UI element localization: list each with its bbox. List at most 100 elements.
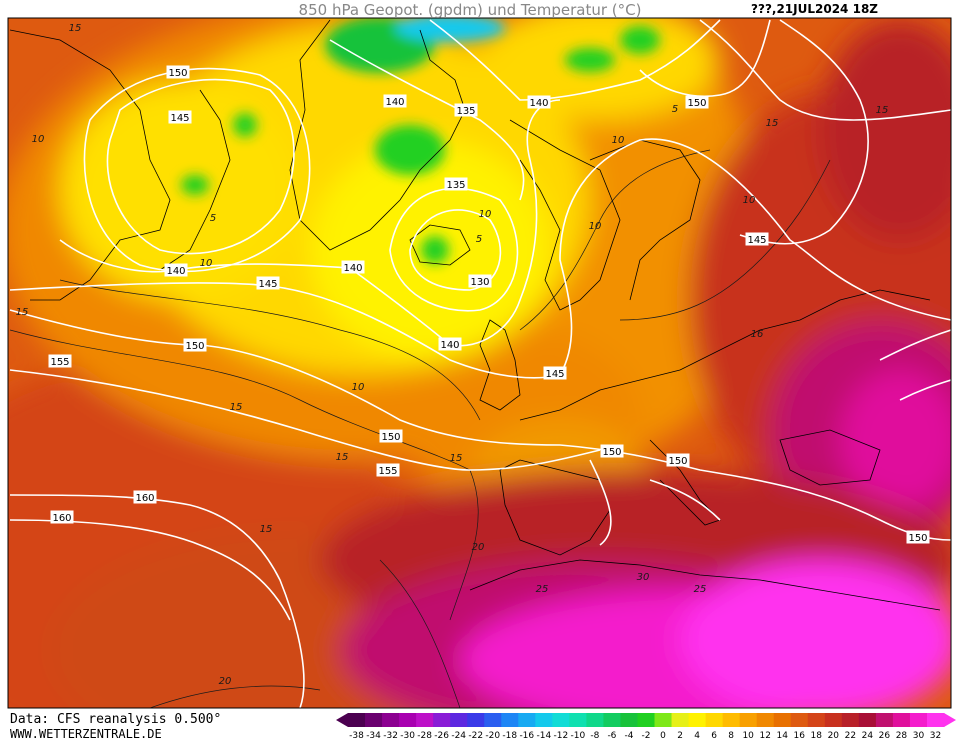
geopotential-label-russia: 145 xyxy=(745,232,769,246)
scale-swatch xyxy=(926,713,945,727)
geopotential-label-text: 145 xyxy=(170,113,189,124)
temperature-label-svalbard: 5 xyxy=(672,104,678,115)
geopotential-label-text: 150 xyxy=(185,341,204,352)
scale-swatch xyxy=(586,713,604,727)
scale-tick-label: -12 xyxy=(554,731,569,741)
geopotential-label-text: 160 xyxy=(135,493,154,504)
geopotential-label-atlantic-far-west: 155 xyxy=(48,354,72,368)
scale-tick-label: 8 xyxy=(728,731,734,741)
geopotential-label-iceland-south: 130 xyxy=(468,274,492,288)
geopotential-label-text: 140 xyxy=(343,263,362,274)
coastlines xyxy=(9,19,941,611)
geopotential-label-bg xyxy=(543,366,567,380)
geopotential-label-bg xyxy=(168,110,192,124)
scale-swatch xyxy=(756,713,775,727)
geopotential-label-bg xyxy=(468,274,492,288)
geopotential-label-text: 140 xyxy=(529,98,548,109)
geopotential-label-azores: 155 xyxy=(376,463,400,477)
scale-tick-label: -4 xyxy=(624,731,633,741)
temperature-label-iceland: 5 xyxy=(476,234,482,245)
scale-tick-label: -18 xyxy=(502,731,517,741)
scale-swatch xyxy=(484,713,502,727)
scale-tick-label: -2 xyxy=(642,731,651,741)
scale-tick-label: 12 xyxy=(759,731,770,741)
scale-swatch xyxy=(807,713,826,727)
geopotential-label-text: 150 xyxy=(668,456,687,467)
temperature-label-russia-east: 15 xyxy=(766,118,779,129)
scale-swatch xyxy=(824,713,843,727)
geopotential-label-middle-east: 150 xyxy=(906,530,930,544)
scale-swatch xyxy=(501,713,519,727)
scale-swatch xyxy=(875,713,894,727)
geopotential-label-subtropics-far-west: 160 xyxy=(50,510,74,524)
geopotential-label-text: 150 xyxy=(381,432,400,443)
temperature-label-finland: 10 xyxy=(612,135,625,146)
scale-swatch xyxy=(416,713,434,727)
geopotential-label-text: 140 xyxy=(440,340,459,351)
geopotential-label-text: 155 xyxy=(50,357,69,368)
geopotential-label-alps: 150 xyxy=(600,444,624,458)
scale-swatch xyxy=(518,713,536,727)
geopotential-label-bg xyxy=(906,530,930,544)
scale-tick-label: -28 xyxy=(417,731,432,741)
scale-tick-label: -34 xyxy=(366,731,381,741)
geopotential-label-bg xyxy=(50,510,74,524)
temperature-label-bay: 15 xyxy=(450,453,463,464)
geopotential-label-text: 150 xyxy=(168,68,187,79)
isotherms xyxy=(9,149,831,708)
geopotential-label-bg xyxy=(527,95,551,109)
geopotential-label-text: 135 xyxy=(446,180,465,191)
temperature-label-greenland-west: 10 xyxy=(32,134,45,145)
geopotential-label-bg xyxy=(444,177,468,191)
geopotential-label-text: 160 xyxy=(52,513,71,524)
geopotential-label-bg xyxy=(745,232,769,246)
scale-swatch xyxy=(552,713,570,727)
scale-tick-label: 26 xyxy=(879,731,891,741)
scale-swatch xyxy=(705,713,724,727)
scale-tick-label: -38 xyxy=(349,731,364,741)
scale-swatch xyxy=(603,713,621,727)
temperature-label-atlantic-central: 15 xyxy=(336,452,349,463)
scale-tick-label: 18 xyxy=(811,731,823,741)
temperature-label-biscay: 15 xyxy=(230,402,243,413)
scale-swatch xyxy=(382,713,400,727)
scale-swatch xyxy=(909,713,928,727)
temperature-label-iceland-east: 10 xyxy=(479,209,492,220)
geopotential-label-greenland-east: 135 xyxy=(454,103,478,117)
scale-tick-label: -16 xyxy=(519,731,534,741)
scale-tick-label: 4 xyxy=(694,731,700,741)
geopotential-label-subtropics-west: 160 xyxy=(133,490,157,504)
chart-title: 850 hPa Geopot. (gpdm) und Temperatur (°… xyxy=(299,1,642,19)
scale-tick-label: 32 xyxy=(930,731,941,741)
temperature-label-west-top: 15 xyxy=(69,23,82,34)
temperature-label-urals: 15 xyxy=(876,105,889,116)
geopotential-label-greenland-west: 150 xyxy=(166,65,190,79)
scale-tick-label: 16 xyxy=(794,731,806,741)
geopotential-label-text: 140 xyxy=(166,266,185,277)
scale-right-arrow xyxy=(944,713,956,727)
scale-swatch xyxy=(637,713,656,727)
scale-tick-label: -20 xyxy=(485,731,500,741)
geopotential-label-bg xyxy=(183,338,207,352)
scale-tick-label: -6 xyxy=(607,731,616,741)
geopotential-label-bg xyxy=(454,103,478,117)
scale-tick-label: -24 xyxy=(451,731,466,741)
geopotential-label-text: 145 xyxy=(258,279,277,290)
scale-tick-label: -26 xyxy=(434,731,449,741)
scale-tick-label: 10 xyxy=(742,731,754,741)
temperature-label-iberia: 20 xyxy=(472,542,485,553)
scale-swatch xyxy=(722,713,741,727)
geopotential-label-svalbard: 140 xyxy=(527,95,551,109)
geopotential-label-bg xyxy=(600,444,624,458)
geopotential-label-bg xyxy=(48,354,72,368)
temperature-label-libya: 25 xyxy=(694,584,707,595)
geopotential-label-labrador: 140 xyxy=(164,263,188,277)
geopotential-label-bg xyxy=(685,95,709,109)
scale-tick-label: 30 xyxy=(913,731,925,741)
scale-tick-label: 22 xyxy=(845,731,856,741)
footer-source: Data: CFS reanalysis 0.500° xyxy=(10,712,221,727)
temperature-label-rockall: 10 xyxy=(352,382,365,393)
temperature-label-atlantic-south: 15 xyxy=(260,524,273,535)
